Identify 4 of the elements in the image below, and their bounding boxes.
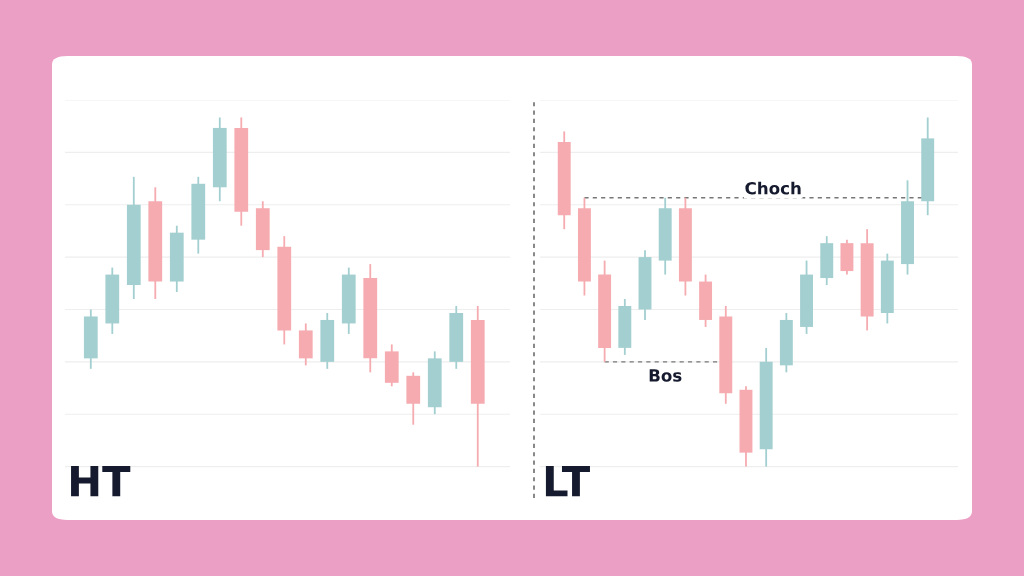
text: HT [71, 465, 131, 497]
ref-line-label: Bos [649, 369, 682, 382]
text: LT [545, 465, 590, 497]
ref-line-label: Choch [745, 181, 801, 195]
